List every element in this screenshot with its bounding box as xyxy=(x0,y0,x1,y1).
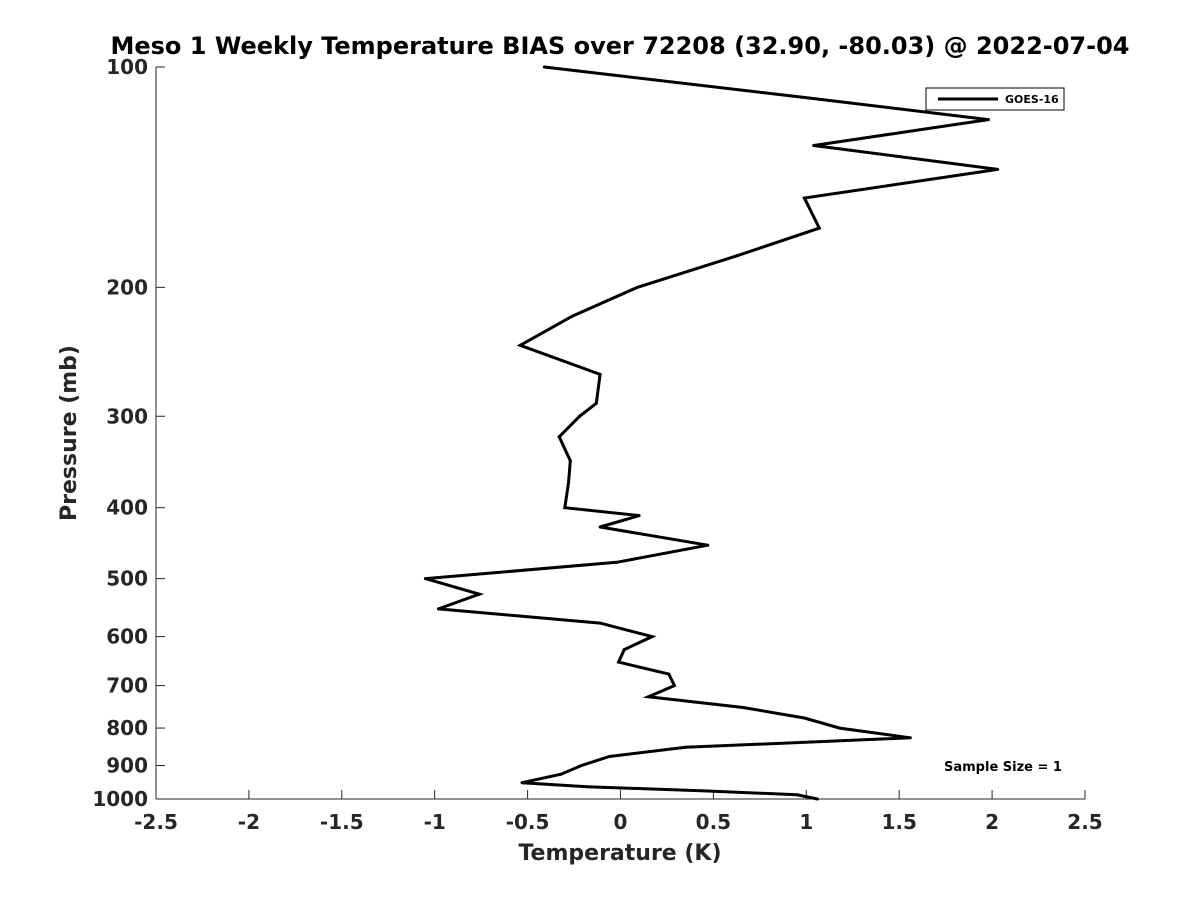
x-tick-label: -2.5 xyxy=(134,810,178,834)
series-point xyxy=(598,372,602,376)
series-point xyxy=(622,648,626,652)
x-tick-label: -0.5 xyxy=(506,810,550,834)
series-point xyxy=(650,635,654,639)
chart-title: Meso 1 Weekly Temperature BIAS over 7220… xyxy=(110,32,1129,60)
series-point xyxy=(580,764,583,767)
y-axis-label: Pressure (mb) xyxy=(57,345,82,521)
series-point xyxy=(908,736,912,740)
series-point xyxy=(637,514,641,518)
y-tick-label: 500 xyxy=(106,567,148,591)
series-point xyxy=(557,435,561,439)
series-point xyxy=(815,797,819,801)
y-tick-label: 100 xyxy=(106,55,148,79)
x-tick-label: 2.5 xyxy=(1067,810,1102,834)
y-tick-label: 900 xyxy=(106,754,148,778)
series-point xyxy=(607,755,611,758)
y-tick-label: 400 xyxy=(106,496,148,520)
series-point xyxy=(477,592,481,596)
series-point xyxy=(598,525,602,529)
series-point xyxy=(706,543,710,547)
series-point xyxy=(559,772,563,776)
y-tick-label: 300 xyxy=(106,404,148,428)
series-point xyxy=(520,781,524,785)
series-point xyxy=(646,695,650,699)
x-ticks: -2.5 -2 -1.5 -1 -0.5 0 0.5 1 1.5 2 2.5 xyxy=(134,790,1103,834)
series-point xyxy=(567,481,570,485)
series-point xyxy=(615,560,619,564)
series-point xyxy=(594,401,598,405)
series-point xyxy=(635,285,639,289)
x-tick-label: 1 xyxy=(799,810,813,834)
series-point xyxy=(598,621,602,625)
x-tick-label: -2 xyxy=(238,810,260,834)
series-point xyxy=(817,226,821,230)
series-point xyxy=(795,793,799,797)
series-point xyxy=(617,660,621,664)
series-point xyxy=(423,577,427,581)
series-point xyxy=(838,726,842,730)
y-tick-label: 1000 xyxy=(92,787,148,811)
x-tick-label: 2 xyxy=(985,810,999,834)
legend: GOES-16 xyxy=(925,87,1065,111)
series-point xyxy=(812,144,816,147)
series-point xyxy=(667,672,671,676)
series-point xyxy=(436,607,440,611)
x-tick-label: -1 xyxy=(424,810,446,834)
y-ticks: 100 200 300 400 500 600 700 800 900 1000 xyxy=(92,55,165,811)
series-point xyxy=(986,118,990,122)
series-point xyxy=(736,254,740,258)
x-tick-label: -1.5 xyxy=(320,810,364,834)
series-point xyxy=(684,745,687,749)
y-tick-label: 600 xyxy=(106,625,148,649)
series-point xyxy=(518,343,522,347)
series-point xyxy=(741,706,745,709)
series-point xyxy=(568,459,572,463)
series-point xyxy=(542,65,546,69)
series-point xyxy=(578,414,582,418)
y-tick-label: 700 xyxy=(106,674,148,698)
series-point xyxy=(672,684,676,688)
y-tick-label: 200 xyxy=(106,275,148,299)
series-point xyxy=(802,716,806,720)
series-point xyxy=(801,95,805,99)
x-tick-label: 1.5 xyxy=(881,810,916,834)
series-point xyxy=(706,789,710,793)
sample-size-annotation: Sample Size = 1 xyxy=(944,760,1062,775)
series-point xyxy=(563,506,567,510)
series-point xyxy=(996,167,1000,171)
x-axis-label: Temperature (K) xyxy=(518,841,721,866)
series-points xyxy=(423,65,1000,801)
series-point xyxy=(802,196,806,200)
x-tick-label: 0.5 xyxy=(696,810,731,834)
series-point xyxy=(570,314,574,318)
legend-label-goes-16: GOES-16 xyxy=(1005,93,1059,106)
series-point xyxy=(585,785,589,789)
y-tick-label: 800 xyxy=(106,716,148,740)
x-tick-label: 0 xyxy=(614,810,628,834)
